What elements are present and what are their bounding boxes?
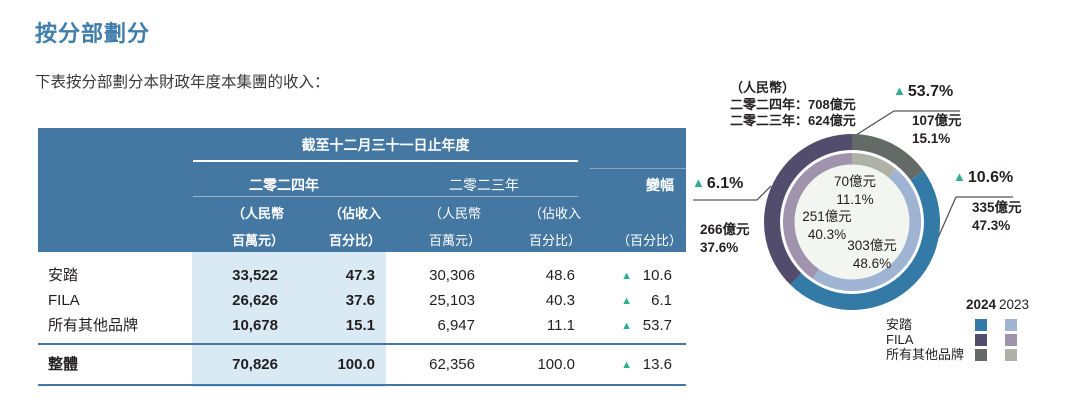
change-cell: ▲ 6.1 [621,292,672,309]
legend-swatch-anta-2023 [1005,319,1017,331]
legend-swatch-fila-2023 [1005,334,1017,346]
triangle-up-icon: ▲ [621,270,632,282]
revenue-donut-chart: （人民幣） 二零二四年：708億元 二零二三年：624億元 70億元 11.1%… [690,75,1080,416]
table-row-others: 所有其他品牌 10,678 15.1 6,947 11.1 ▲ 53.7 [38,313,686,338]
subheader-2023-rmb: （人民幣 百萬元） [428,206,481,248]
table-body: 安踏 33,522 47.3 30,306 48.6 ▲ 10.6 FILA 26… [38,252,686,387]
triangle-up-icon: ▲ [692,175,705,190]
row-label: 整體 [48,356,79,373]
years-underline [193,196,578,197]
pct-2023: 48.6 [545,267,575,284]
legend-swatch-fila-2024 [975,334,987,346]
legend-item-fila: FILA [886,333,1076,348]
row-label: 所有其他品牌 [48,317,139,334]
donut-segment-2023-FILA [782,153,852,279]
value-2023: 25,103 [429,292,475,309]
donut-chart-svg [693,110,1013,311]
pct-2023: 11.1 [546,317,575,334]
table-header: 截至十二月三十一日止年度 二零二四年 二零二三年 變幅 （人民幣 百萬元） （佔… [38,128,686,252]
total-separator-line [38,343,686,345]
section-title: 按分部劃分 [35,21,151,46]
triangle-up-icon: ▲ [621,295,632,307]
table-row-total: 整體 70,826 100.0 62,356 100.0 ▲ 13.6 [38,352,686,377]
inner-label-anta-2023: 303億元 48.6% [847,238,897,271]
donut-segment-2024-FILA [763,134,852,285]
triangle-up-icon: ▲ [953,169,966,184]
column-highlight-2024 [192,252,386,387]
revenue-by-segment-table: 截至十二月三十一日止年度 二零二四年 二零二三年 變幅 （人民幣 百萬元） （佔… [38,128,686,387]
value-2024: 10,678 [232,317,278,334]
header-rule [193,160,578,162]
change-header: 變幅 [646,177,674,193]
subheader-2024-rmb: （人民幣 百萬元） [231,206,284,248]
table-row-fila: FILA 26,626 37.6 25,103 40.3 ▲ 6.1 [38,288,686,313]
triangle-up-icon: ▲ [621,359,632,371]
pct-2023: 100.0 [537,356,575,373]
triangle-up-icon: ▲ [621,320,632,332]
chart-note: （人民幣） 二零二四年：708億元 二零二三年：624億元 [730,80,856,128]
inner-label-others-2023: 70億元 11.1% [833,174,877,207]
table-bottom-line [38,384,686,386]
legend-item-others: 所有其他品牌 [886,348,1076,363]
value-2023: 62,356 [429,356,475,373]
change-column-topline [590,168,686,169]
value-2023: 6,947 [437,317,475,334]
legend-header-2024: 2024 [966,297,997,312]
value-2024: 70,826 [232,356,278,373]
callout-value-others: 107億元 15.1% [912,113,962,146]
subheader-2024-pct: （佔收入 百分比） [328,206,381,248]
pct-2024: 47.3 [345,267,375,284]
donut-center [794,164,910,280]
pct-2024: 37.6 [345,292,375,309]
value-2024: 26,626 [232,292,278,309]
donut-segment-2023-安踏 [812,169,922,292]
pct-2024: 100.0 [337,356,375,373]
row-label: FILA [48,292,80,309]
pct-2023: 40.3 [545,292,575,309]
callout-value-fila: 266億元 37.6% [700,222,750,255]
callout-change-fila: ▲ 6.1% [692,175,744,192]
change-cell: ▲ 53.7 [621,317,672,334]
donut-segment-2024-所有其他品牌 [852,134,924,181]
legend-swatch-others-2023 [1005,349,1017,361]
donut-segment-2024-安踏 [790,170,941,311]
row-label: 安踏 [48,267,79,284]
triangle-up-icon: ▲ [893,83,906,98]
leader-line-fila [693,185,772,201]
legend-swatch-others-2024 [975,349,987,361]
section-subtitle: 下表按分部劃分本財政年度本集團的收入： [35,74,330,91]
subheader-2023-pct: （佔收入 百分比） [528,206,581,248]
value-2024: 33,522 [232,267,278,284]
year-2023-header: 二零二三年 [449,177,519,193]
table-row-anta: 安踏 33,522 47.3 30,306 48.6 ▲ 10.6 [38,263,686,288]
legend-item-anta: 安踏 [886,318,1076,333]
value-2023: 30,306 [429,267,475,284]
donut-segment-2023-所有其他品牌 [852,153,897,178]
legend-header-2023: 2023 [999,297,1030,312]
leader-line-others [855,110,960,136]
callout-value-anta: 335億元 47.3% [972,200,1022,233]
subheader-change-pct: （百分比） [616,233,682,248]
leader-line-anta [936,196,1013,241]
year-2024-header: 二零二四年 [249,177,319,193]
change-cell: ▲ 13.6 [621,356,672,373]
period-header: 截至十二月三十一日止年度 [301,137,470,153]
legend-swatch-anta-2024 [975,319,987,331]
inner-label-fila-2023: 251億元 40.3% [802,209,852,242]
callout-change-anta: ▲ 10.6% [953,169,1014,186]
pct-2024: 15.1 [345,317,375,334]
change-cell: ▲ 10.6 [621,267,672,284]
callout-change-others: ▲ 53.7% [893,83,954,100]
